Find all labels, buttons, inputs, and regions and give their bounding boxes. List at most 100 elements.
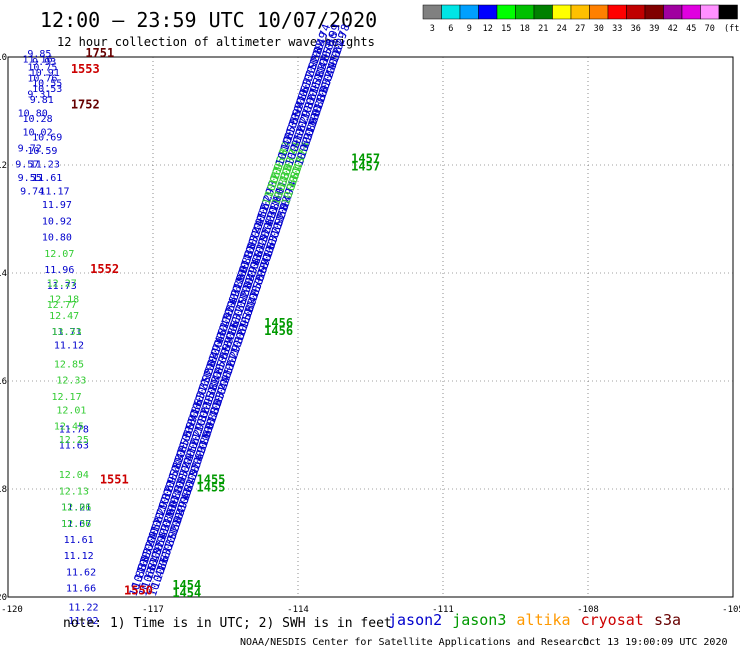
- track-value-label: 10.55: [32, 79, 62, 90]
- color-scale-label: 12: [483, 24, 493, 34]
- track-value-label: 9.72: [18, 144, 42, 155]
- track-value-label: 12.18: [49, 295, 79, 306]
- color-swatch: [570, 4, 590, 20]
- track-value-label: 11.12: [54, 341, 84, 352]
- color-scale-label: 30: [594, 24, 604, 34]
- track-value-label: 12.25: [59, 435, 89, 446]
- track-value-label: 11.78: [59, 424, 89, 435]
- track-value-label: 11.23: [30, 160, 60, 171]
- track-value-label: 13.33: [52, 327, 82, 338]
- track-value-label: 9.93: [32, 57, 56, 68]
- plot-frame: [7, 56, 734, 598]
- color-scale-label: 21: [538, 24, 548, 34]
- track-value-label: 12.04: [59, 470, 89, 481]
- color-scale-label: 6: [448, 24, 453, 34]
- track-value-label: 12.77: [47, 300, 77, 311]
- legend-entry: jason3: [452, 611, 506, 629]
- track-value-label: 10.80: [18, 108, 48, 119]
- track-value-label: 11.73: [47, 281, 77, 292]
- legend-entry: cryosat: [581, 611, 644, 629]
- track-value-label: 12.06: [61, 503, 91, 514]
- footer-timestamp: Oct 13 19:00:09 UTC 2020: [583, 637, 728, 648]
- color-swatch: [478, 4, 498, 20]
- color-swatch: [663, 4, 683, 20]
- track-value-label: 11.96: [44, 265, 74, 276]
- footer-credit: NOAA/NESDIS Center for Satellite Applica…: [240, 637, 589, 648]
- color-swatch: [533, 4, 553, 20]
- track-value-label: 11.61: [32, 173, 62, 184]
- color-scale-label: 36: [631, 24, 641, 34]
- track-value-label: 10.76: [27, 73, 57, 84]
- track-value-label: 11.12: [64, 551, 94, 562]
- track-time-label: 1751: [85, 46, 114, 60]
- track-value-label: 11.97: [42, 200, 72, 211]
- track-time-label: 1455: [197, 481, 226, 495]
- track-value-label: 10.75: [27, 63, 57, 74]
- plot-area: -120 -117 -114 -111 -108 -105 -10 -12 -14 -16 -18 -…: [0, 22, 740, 627]
- track-value-label: 12.36: [61, 519, 91, 530]
- color-swatch: [626, 4, 646, 20]
- color-swatch: [422, 4, 442, 20]
- color-scale-label: 27: [575, 24, 585, 34]
- track-value-label: 10.91: [30, 68, 60, 79]
- track-time-label: 1552: [90, 262, 119, 276]
- track-value-label: 11.16: [23, 54, 53, 65]
- x-tick-label: -117: [142, 605, 164, 615]
- x-tick-label: -105: [722, 605, 740, 615]
- track-time-label: 1457: [351, 151, 380, 165]
- color-scale-label: 39: [649, 24, 659, 34]
- track-value-label: 10.02: [23, 127, 53, 138]
- track-value-label: 9.74: [20, 187, 44, 198]
- page-subtitle: 12 hour collection of altimeter wave hei…: [57, 35, 375, 49]
- color-scale-label: 3: [430, 24, 435, 34]
- track-time-label: 1752: [71, 97, 100, 111]
- color-scale-label: 42: [668, 24, 678, 34]
- track-value-label: 12.01: [56, 405, 86, 416]
- color-scale-label: 9: [467, 24, 472, 34]
- footer-note: note: 1) Time is in UTC; 2) SWH is in fe…: [63, 616, 392, 631]
- legend-entry: altika: [516, 611, 570, 629]
- track-value-label: 9.57: [15, 160, 39, 171]
- color-scale-label: 70: [705, 24, 715, 34]
- color-swatch: [515, 4, 535, 20]
- track-value-label: 12.47: [49, 311, 79, 322]
- track-time-label: 1456: [264, 316, 293, 330]
- color-swatch: [607, 4, 627, 20]
- track-time-label: 1550: [124, 583, 153, 597]
- y-tick-label: -14: [0, 269, 7, 279]
- legend-entry: jason2: [388, 611, 442, 629]
- color-swatch: [441, 4, 461, 20]
- color-scale-label: 45: [686, 24, 696, 34]
- header: 12:00 – 23:59 UTC 10/07/2020 12 hour col…: [40, 8, 377, 49]
- x-tick-label: -120: [1, 605, 23, 615]
- color-swatch: [459, 4, 479, 20]
- legend-entry: s3a: [654, 611, 681, 629]
- track-value-label: 11.62: [66, 567, 96, 578]
- color-swatch: [496, 4, 516, 20]
- track-value-label: 12.13: [59, 486, 89, 497]
- track-value-label: 11.66: [66, 584, 96, 595]
- track-time-label: 1553: [71, 62, 100, 76]
- track-time-label: 1457: [351, 159, 380, 173]
- track-value-label: 11.17: [39, 187, 69, 198]
- track-value-label: 12.17: [52, 392, 82, 403]
- y-tick-label: -18: [0, 485, 7, 495]
- track-value-label: 10.69: [32, 133, 62, 144]
- color-scale-label: 15: [501, 24, 511, 34]
- track-value-label: 12.45: [54, 422, 84, 433]
- footer: note: 1) Time is in UTC; 2) SWH is in fe…: [63, 611, 728, 648]
- track-time-label: 1454: [172, 578, 201, 592]
- track-time-label: 1551: [100, 473, 129, 487]
- x-tick-label: -111: [432, 605, 454, 615]
- track-value-label: 12.27: [47, 279, 77, 290]
- track-value-label: 11.63: [59, 441, 89, 452]
- track-time-label: 1454: [172, 586, 201, 600]
- color-swatch: [700, 4, 720, 20]
- track-value-label: 9.55: [18, 173, 42, 184]
- track-value-label: 11.67: [61, 519, 91, 530]
- track-value-label: 12.85: [54, 360, 84, 371]
- track-value-label: 10.59: [27, 146, 57, 157]
- track-time-label: 1456: [264, 324, 293, 338]
- track-time-label: 1455: [197, 473, 226, 487]
